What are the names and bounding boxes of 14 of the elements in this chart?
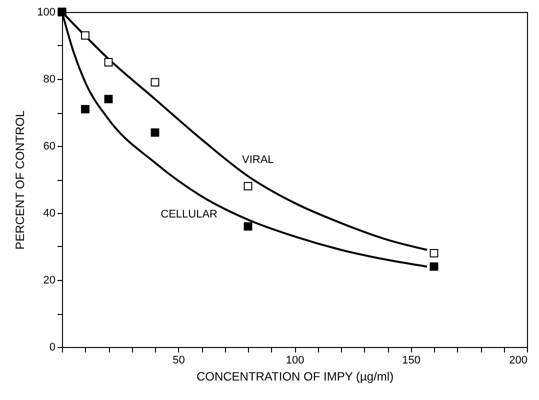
y-tick-label: 80 xyxy=(43,74,56,86)
series-label: CELLULAR xyxy=(160,208,218,220)
x-axis-title: CONCENTRATION OF IMPY (µg/ml) xyxy=(196,370,394,384)
y-tick-label: 20 xyxy=(43,274,56,286)
y-tick-label: 60 xyxy=(43,140,56,152)
series-label: VIRAL xyxy=(242,154,274,166)
y-tick-label: 0 xyxy=(49,342,56,354)
x-tick-label: 150 xyxy=(402,354,420,366)
y-tick-label: 40 xyxy=(43,208,56,220)
y-tick-label: 100 xyxy=(37,6,56,18)
x-tick-label: 200 xyxy=(509,354,528,366)
x-tick-label: 50 xyxy=(172,354,185,366)
x-tick-label: 100 xyxy=(286,354,304,366)
y-axis-title: PERCENT OF CONTROL xyxy=(13,110,28,250)
